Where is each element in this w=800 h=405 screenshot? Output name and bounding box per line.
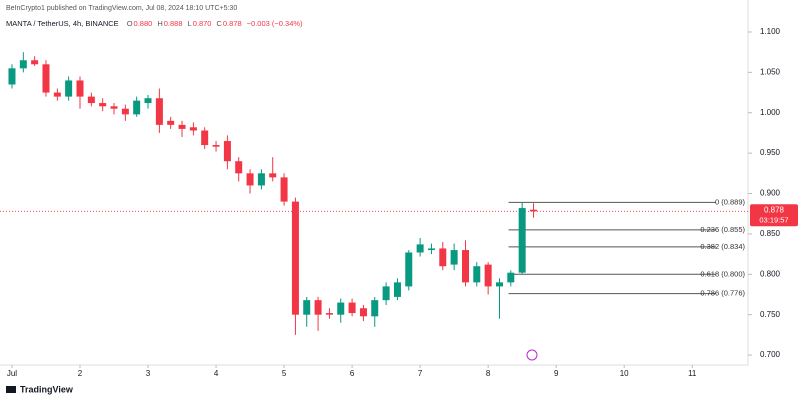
candle-body bbox=[439, 248, 447, 267]
x-tick-label: 7 bbox=[418, 369, 423, 378]
y-tick-label: 0.750 bbox=[760, 310, 781, 319]
x-tick-label: 8 bbox=[486, 369, 491, 378]
candle-body bbox=[473, 266, 481, 283]
candle-body bbox=[314, 300, 322, 315]
candle-body bbox=[155, 98, 163, 125]
candle-body bbox=[337, 302, 345, 315]
fib-label: 0.618 (0.800) bbox=[700, 269, 745, 278]
y-tick-label: 1.000 bbox=[760, 108, 781, 117]
brand: TradingView bbox=[20, 384, 74, 394]
candle-body bbox=[303, 300, 311, 315]
candle-body bbox=[76, 80, 84, 97]
symbol: MANTA / TetherUS, 4h, BINANCE bbox=[6, 19, 119, 28]
fib-label: 0.786 (0.776) bbox=[700, 289, 745, 298]
candle-body bbox=[189, 127, 197, 131]
candle-body bbox=[371, 300, 379, 317]
price-tag bbox=[750, 204, 798, 227]
x-tick-label: 10 bbox=[620, 369, 629, 378]
candle-body bbox=[530, 209, 538, 212]
candle-body bbox=[405, 252, 413, 287]
candle-body bbox=[235, 161, 243, 174]
fib-label: 0.236 (0.855) bbox=[700, 225, 745, 234]
candle-body bbox=[121, 108, 129, 115]
candle-body bbox=[348, 302, 356, 314]
ohlc-item: H bbox=[157, 19, 162, 28]
y-tick-label: 0.950 bbox=[760, 148, 781, 157]
x-tick-label: 5 bbox=[282, 369, 287, 378]
ohlc-item: 0.888 bbox=[164, 19, 183, 28]
candle-body bbox=[382, 286, 390, 301]
candle-body bbox=[53, 92, 61, 97]
candle-body bbox=[427, 248, 435, 251]
candle-body bbox=[393, 282, 401, 297]
candle-body bbox=[212, 145, 220, 147]
candle-body bbox=[484, 264, 492, 287]
ohlc-item: O bbox=[127, 19, 133, 28]
ohlc-item: L bbox=[188, 19, 192, 28]
fib-label: 0.382 (0.834) bbox=[700, 242, 745, 251]
symbol-line: MANTA / TetherUS, 4h, BINANCE O 0.880 H 0.88… bbox=[6, 19, 303, 28]
candle-body bbox=[269, 173, 277, 178]
candle-body bbox=[461, 250, 469, 283]
x-tick-label: 9 bbox=[554, 369, 559, 378]
ohlc-item: 0.880 bbox=[134, 19, 153, 28]
x-tick-label: 3 bbox=[146, 369, 151, 378]
ohlc-item: −0.003 (−0.34%) bbox=[247, 19, 303, 28]
x-tick-label: 6 bbox=[350, 369, 355, 378]
candle-body bbox=[450, 250, 458, 265]
candle-body bbox=[325, 313, 333, 315]
candle-body bbox=[19, 60, 27, 69]
candle-body bbox=[291, 201, 299, 315]
ohlc-item: 0.870 bbox=[193, 19, 212, 28]
y-tick-label: 0.700 bbox=[760, 350, 781, 359]
price-tag-label: 0.878 bbox=[764, 205, 785, 214]
candle-body bbox=[65, 80, 73, 97]
candle-body bbox=[257, 173, 265, 186]
candle-body bbox=[42, 64, 50, 93]
candle-body bbox=[133, 100, 141, 115]
ohlc-item: C bbox=[216, 19, 222, 28]
candle-body bbox=[99, 103, 107, 107]
y-tick-label: 0.800 bbox=[760, 269, 781, 278]
candle-body bbox=[507, 272, 515, 283]
y-tick-label: 0.900 bbox=[760, 189, 781, 198]
y-tick-label: 1.050 bbox=[760, 67, 781, 76]
event-icon bbox=[526, 349, 538, 361]
candle-body bbox=[223, 141, 231, 162]
countdown: 03:19:57 bbox=[759, 215, 788, 224]
y-tick-label: 0.850 bbox=[760, 229, 781, 238]
published-note: BeInCrypto1 published on TradingView.com… bbox=[6, 5, 237, 12]
fib-label: 0 (0.889) bbox=[715, 197, 746, 206]
tradingview-logo bbox=[6, 386, 16, 393]
candle-body bbox=[496, 282, 504, 287]
candle-body bbox=[110, 106, 118, 109]
candle-body bbox=[518, 208, 526, 273]
candle-body bbox=[246, 173, 254, 186]
candle-body bbox=[87, 96, 95, 104]
candle-body bbox=[31, 60, 39, 65]
y-tick-label: 1.100 bbox=[760, 27, 781, 36]
candle-body bbox=[178, 124, 186, 129]
candle-body bbox=[144, 98, 152, 104]
candle-body bbox=[359, 308, 367, 317]
ohlc-item: 0.878 bbox=[223, 19, 242, 28]
candle-body bbox=[8, 68, 16, 85]
candle-body bbox=[201, 130, 209, 146]
x-tick-label: 4 bbox=[214, 369, 219, 378]
candle-body bbox=[280, 177, 288, 202]
x-tick-label: 11 bbox=[688, 369, 697, 378]
x-tick-label: 2 bbox=[78, 369, 83, 378]
x-tick-label: Jul bbox=[7, 369, 17, 378]
candle-body bbox=[167, 120, 175, 125]
candle-body bbox=[416, 244, 424, 253]
